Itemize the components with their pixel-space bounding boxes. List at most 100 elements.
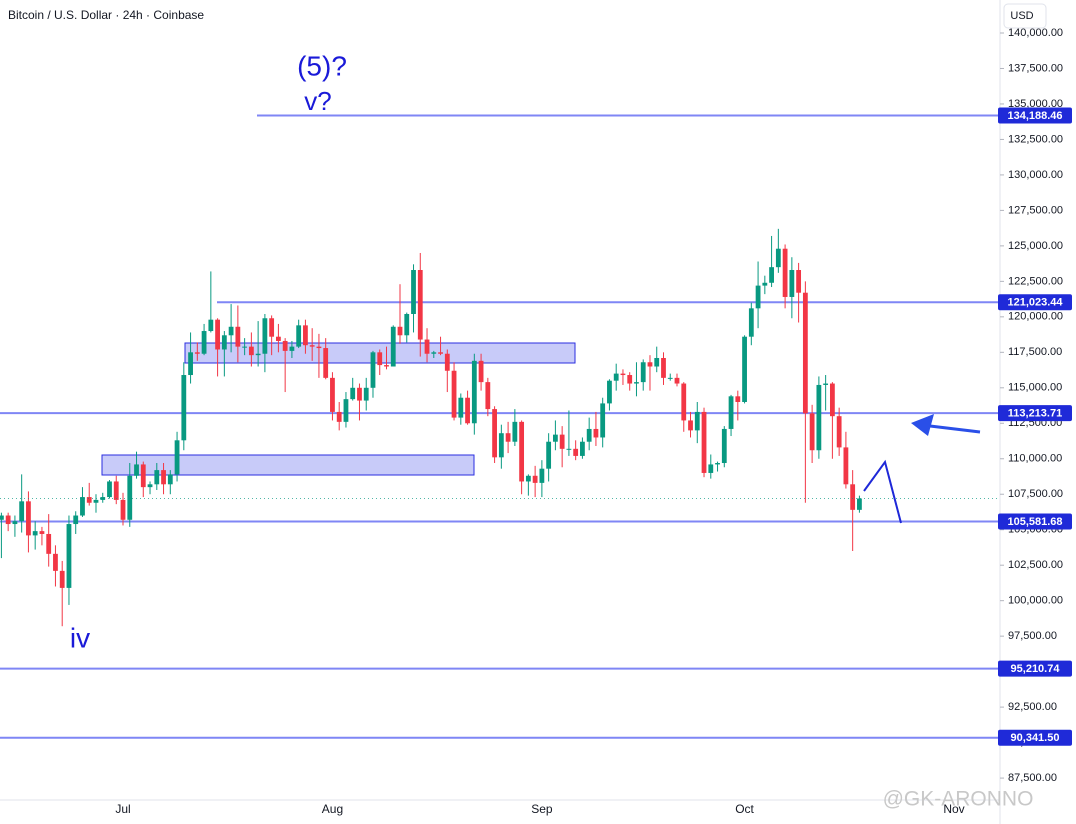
y-tick-label: 140,000.00 bbox=[1008, 27, 1063, 39]
candle-body bbox=[802, 292, 808, 414]
candle-body bbox=[451, 370, 457, 418]
candle-body bbox=[498, 433, 504, 458]
candle-body bbox=[857, 498, 862, 510]
candle-body bbox=[208, 319, 214, 332]
candle-body bbox=[26, 501, 31, 536]
candle-body bbox=[86, 497, 92, 503]
x-tick-label: Aug bbox=[322, 802, 343, 816]
candle-body bbox=[836, 416, 842, 448]
candle-body bbox=[735, 396, 741, 402]
level-label: 113,213.71 bbox=[1008, 408, 1062, 420]
y-tick-label: 115,000.00 bbox=[1008, 382, 1062, 394]
candle-body bbox=[512, 421, 518, 442]
candle-body bbox=[384, 365, 389, 367]
candle-body bbox=[330, 377, 335, 412]
level-label-box bbox=[998, 294, 1072, 311]
levels bbox=[0, 114, 1000, 739]
candle-body bbox=[404, 313, 410, 336]
candle-body bbox=[107, 481, 112, 498]
level-label-box bbox=[998, 729, 1072, 746]
y-tick-label: 100,000.00 bbox=[1008, 595, 1063, 607]
wave-label: (5)? bbox=[297, 50, 347, 81]
y-tick-label: 125,000.00 bbox=[1008, 240, 1063, 252]
candle-body bbox=[221, 335, 227, 350]
y-tick-label: 127,500.00 bbox=[1008, 204, 1063, 216]
candle-body bbox=[140, 464, 146, 488]
candle-body bbox=[593, 428, 599, 438]
y-tick-label: 107,500.00 bbox=[1008, 488, 1063, 500]
candle-body bbox=[431, 352, 437, 354]
level-label: 90,341.50 bbox=[1011, 732, 1060, 744]
price-axis: 140,000.00 137,500.00 135,000.00 132,500.00… bbox=[998, 27, 1072, 784]
candle-body bbox=[816, 384, 822, 451]
candle-body bbox=[134, 464, 139, 476]
zone-box bbox=[101, 454, 475, 476]
candle-body bbox=[242, 346, 248, 348]
candle-body bbox=[181, 375, 187, 441]
candle-body bbox=[769, 267, 774, 283]
candle-body bbox=[850, 484, 856, 510]
level-label-box bbox=[998, 660, 1072, 677]
candle-body bbox=[323, 348, 329, 378]
candle-body bbox=[721, 428, 727, 464]
candle-body bbox=[823, 383, 829, 385]
candle-body bbox=[417, 270, 423, 340]
y-tick-label: 102,500.00 bbox=[1008, 559, 1063, 571]
y-tick-label: 117,500.00 bbox=[1008, 346, 1062, 358]
candle-body bbox=[613, 373, 619, 381]
candle-body bbox=[519, 421, 525, 482]
candle-body bbox=[66, 524, 72, 588]
candle-body bbox=[809, 413, 815, 451]
candle-body bbox=[309, 345, 315, 347]
candle-body bbox=[316, 346, 322, 349]
candle-body bbox=[674, 377, 680, 384]
candle-body bbox=[343, 399, 349, 422]
x-tick-label: Sep bbox=[531, 802, 553, 816]
candle-body bbox=[782, 248, 788, 297]
candle-body bbox=[775, 248, 781, 268]
level-label-box bbox=[998, 405, 1072, 422]
y-tick-label: 120,000.00 bbox=[1008, 311, 1063, 323]
candles bbox=[0, 228, 1000, 627]
candle-body bbox=[303, 325, 308, 346]
candle-body bbox=[154, 470, 160, 485]
candle-body bbox=[0, 515, 4, 520]
candle-body bbox=[235, 326, 241, 347]
candle-body bbox=[796, 270, 802, 293]
candle-body bbox=[377, 352, 383, 366]
candle-body bbox=[573, 448, 579, 456]
candle-body bbox=[80, 497, 85, 516]
y-tick-label: 110,000.00 bbox=[1008, 453, 1062, 465]
candle-body bbox=[559, 434, 565, 449]
candle-body bbox=[640, 362, 646, 383]
candle-body bbox=[167, 474, 173, 485]
level-label-box bbox=[998, 107, 1072, 124]
candle-body bbox=[363, 387, 369, 401]
candle-body bbox=[357, 387, 362, 401]
y-tick-label: 122,500.00 bbox=[1008, 275, 1063, 287]
candle-body bbox=[201, 331, 207, 354]
candle-body bbox=[424, 339, 430, 354]
candle-body bbox=[46, 533, 52, 554]
candle-body bbox=[174, 440, 180, 475]
currency-button[interactable] bbox=[1003, 3, 1047, 29]
candle-body bbox=[580, 441, 585, 456]
candle-body bbox=[701, 411, 707, 473]
candle-body bbox=[681, 383, 687, 421]
candle-body bbox=[485, 382, 491, 410]
y-tick-label: 132,500.00 bbox=[1008, 133, 1063, 145]
candle-body bbox=[654, 357, 660, 367]
candle-body bbox=[113, 481, 119, 500]
y-tick-label: 137,500.00 bbox=[1008, 62, 1063, 74]
candle-body bbox=[262, 318, 268, 354]
wave-label: v? bbox=[304, 86, 331, 116]
candle-body bbox=[289, 346, 295, 351]
x-tick-label: Jul bbox=[115, 802, 130, 816]
currency-label[interactable]: USD bbox=[1010, 10, 1033, 22]
wave-label: iv bbox=[70, 622, 90, 653]
candle-body bbox=[539, 468, 545, 483]
candle-body bbox=[478, 360, 484, 383]
candle-body bbox=[12, 521, 18, 525]
candle-body bbox=[647, 362, 653, 367]
